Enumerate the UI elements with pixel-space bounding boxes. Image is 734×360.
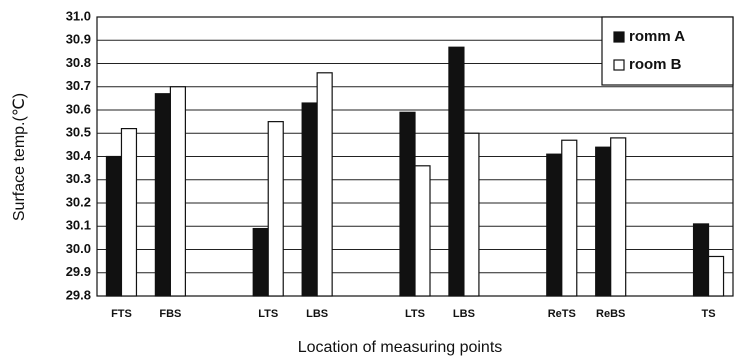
y-tick-label: 30.6 — [66, 101, 91, 116]
x-tick-label: LTS — [405, 308, 425, 320]
x-tick-label: ReTS — [548, 308, 576, 320]
bar — [463, 132, 480, 297]
x-tick-label: LBS — [306, 308, 328, 320]
y-tick-label: 30.1 — [66, 218, 91, 233]
x-tick-label: FTS — [111, 308, 132, 320]
bar — [316, 72, 333, 297]
x-tick-label: TS — [702, 308, 716, 320]
bar — [252, 227, 269, 297]
bar — [692, 223, 710, 297]
y-tick-label: 31.0 — [66, 8, 91, 23]
legend-box — [601, 16, 734, 86]
bar — [301, 102, 318, 297]
legend-swatch — [613, 59, 625, 71]
bar — [707, 255, 725, 297]
bar — [105, 155, 123, 297]
bar — [448, 46, 465, 297]
bar — [595, 146, 612, 297]
bar — [169, 86, 186, 297]
y-axis-title: Surface temp.(℃) — [11, 93, 28, 221]
bar — [561, 139, 578, 297]
legend-label: room B — [629, 56, 682, 73]
y-tick-label: 30.0 — [66, 241, 91, 256]
y-tick-label: 29.8 — [66, 287, 91, 302]
x-tick-label: FBS — [159, 308, 181, 320]
y-tick-label: 29.9 — [66, 264, 91, 279]
y-tick-label: 30.4 — [66, 148, 92, 163]
y-tick-label: 30.8 — [66, 55, 91, 70]
y-tick-label: 30.9 — [66, 32, 91, 47]
y-tick-label: 30.7 — [66, 78, 91, 93]
y-tick-label: 30.3 — [66, 171, 91, 186]
legend-label: romm A — [629, 28, 685, 45]
x-tick-label: LBS — [453, 308, 475, 320]
x-tick-label: ReBS — [596, 308, 625, 320]
legend-swatch — [613, 31, 625, 43]
x-tick-label: LTS — [258, 308, 278, 320]
bar — [120, 128, 138, 297]
y-tick-label: 30.5 — [66, 125, 91, 140]
bar — [414, 165, 431, 297]
y-tick-label: 30.2 — [66, 194, 91, 209]
bar — [267, 121, 284, 297]
bar — [399, 111, 416, 297]
bar — [546, 153, 563, 297]
bar — [610, 137, 627, 297]
bar — [154, 93, 171, 297]
x-axis-title: Location of measuring points — [298, 339, 503, 356]
